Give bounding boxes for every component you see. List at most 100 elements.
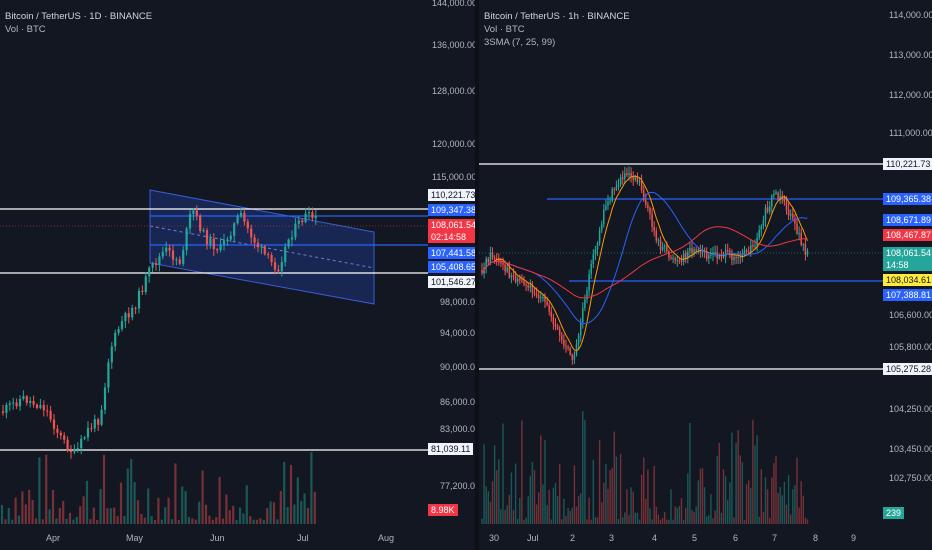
- hourly-volume-bar: [594, 517, 597, 524]
- hourly-candle-body: [752, 245, 754, 247]
- hourly-candle-body: [607, 201, 609, 206]
- hourly-candle-body: [647, 204, 649, 209]
- daily-volume-bar: [157, 497, 160, 524]
- hourly-candle-body: [745, 250, 748, 252]
- daily-level-tag: 105,408.65: [428, 261, 475, 273]
- hourly-axis-day: 9: [851, 533, 857, 543]
- daily-level-tag: 109,347.38: [428, 204, 475, 216]
- hourly-volume-bar: [538, 492, 540, 524]
- daily-volume-bar: [283, 461, 286, 524]
- hourly-volume-bar: [548, 489, 550, 524]
- hourly-candle-body: [697, 249, 700, 251]
- daily-axis-price: 83,000.00: [440, 424, 475, 434]
- daily-bar-countdown: 02:14:58: [431, 232, 467, 242]
- daily-volume-bar: [225, 494, 228, 524]
- hourly-volume-bar: [756, 435, 758, 524]
- daily-volume-bar: [259, 518, 262, 524]
- hourly-candle-body: [584, 299, 586, 309]
- hourly-volume-bar: [680, 498, 683, 524]
- hourly-volume-bar: [617, 518, 620, 524]
- hourly-volume-bar: [777, 493, 779, 524]
- daily-axis-price: 77,200.00: [440, 481, 475, 491]
- hourly-candle-body: [550, 311, 553, 318]
- daily-volume-bar: [24, 504, 27, 524]
- daily-chart-pane[interactable]: Bitcoin / TetherUS · 1D · BINANCE Vol · …: [0, 0, 475, 550]
- hourly-volume-bar: [502, 423, 504, 524]
- hourly-volume-bar: [748, 480, 750, 524]
- daily-chart-title[interactable]: Bitcoin / TetherUS · 1D · BINANCE: [5, 11, 153, 22]
- daily-volume-bar: [245, 485, 248, 524]
- hourly-candle-body: [638, 180, 641, 183]
- hourly-candle-body: [779, 195, 781, 199]
- hourly-candle-body: [512, 275, 515, 277]
- hourly-volume-bar: [741, 462, 744, 524]
- daily-candle-body: [229, 235, 232, 240]
- hourly-volume-bar: [619, 453, 622, 524]
- hourly-volume-bar: [762, 511, 765, 524]
- hourly-chart-title[interactable]: Bitcoin / TetherUS · 1h · BINANCE: [484, 11, 630, 22]
- daily-candle-body: [114, 332, 117, 347]
- daily-candle-body: [42, 405, 45, 411]
- hourly-volume-bar: [582, 411, 584, 524]
- hourly-candle-body: [577, 335, 580, 345]
- hourly-candle-body: [619, 177, 622, 185]
- hourly-chart-pane[interactable]: Bitcoin / TetherUS · 1h · BINANCE Vol · …: [479, 0, 932, 550]
- daily-volume-bar: [4, 519, 7, 524]
- hourly-candle-body: [678, 260, 681, 262]
- hourly-volume-label[interactable]: Vol · BTC: [484, 24, 525, 35]
- daily-candle-body: [154, 263, 158, 265]
- daily-candle-body: [76, 448, 79, 450]
- daily-volume-bar: [303, 493, 306, 524]
- hourly-volume-bar: [699, 468, 702, 524]
- hourly-volume-bar: [798, 507, 800, 524]
- daily-axis-price: 90,000.00: [440, 362, 475, 372]
- hourly-candle-body: [571, 354, 574, 360]
- hourly-axis-day: 7: [772, 533, 778, 543]
- daily-volume-bar: [75, 516, 78, 524]
- hourly-axis-day: 4: [652, 533, 658, 543]
- daily-candle-body: [110, 346, 113, 363]
- hourly-candle-body: [802, 244, 805, 246]
- daily-candle-body: [103, 387, 107, 410]
- hourly-candle-body: [500, 262, 502, 264]
- daily-chart-canvas[interactable]: [0, 0, 475, 550]
- daily-volume-bar: [232, 505, 235, 524]
- pane-divider[interactable]: [475, 0, 479, 550]
- daily-candle-body: [246, 221, 249, 229]
- hourly-candle-body: [588, 274, 590, 291]
- hourly-candle-body: [737, 257, 739, 259]
- daily-volume-bar: [255, 519, 259, 524]
- hourly-candle-body: [552, 317, 555, 325]
- hourly-axis-price: 113,000.00: [889, 50, 932, 60]
- hourly-candle-body: [760, 226, 763, 231]
- hourly-volume-bar: [678, 506, 681, 524]
- sma-indicator-label[interactable]: 3SMA (7, 25, 99): [484, 37, 556, 48]
- hourly-candle-body: [498, 259, 500, 263]
- daily-axis-price: 144,000.00: [432, 0, 475, 8]
- hourly-volume-bar: [647, 469, 649, 524]
- daily-candle-body: [83, 437, 86, 439]
- hourly-sma-mid: [481, 191, 808, 325]
- hourly-volume-bar: [750, 487, 752, 524]
- daily-candle-body: [182, 250, 185, 264]
- daily-volume-label[interactable]: Vol · BTC: [5, 24, 46, 35]
- hourly-chart-canvas[interactable]: [479, 0, 932, 550]
- daily-candle-body: [304, 213, 307, 223]
- hourly-volume-bar: [491, 481, 494, 524]
- daily-volume-bar: [181, 486, 184, 524]
- hourly-volume-bar: [638, 519, 641, 524]
- hourly-candle-body: [525, 284, 527, 286]
- hourly-volume-bar: [544, 440, 546, 524]
- hourly-volume-bar: [724, 476, 727, 524]
- hourly-volume-bar: [701, 468, 704, 524]
- hourly-volume-bar: [714, 510, 716, 524]
- hourly-candle-body: [666, 245, 668, 252]
- daily-candle-body: [56, 428, 59, 433]
- hourly-volume-bar: [556, 495, 559, 524]
- daily-candle-body: [199, 215, 202, 232]
- hourly-volume-bar: [592, 459, 594, 524]
- daily-volume-bar: [62, 500, 65, 524]
- hourly-candle-body: [615, 186, 618, 190]
- hourly-volume-bar: [668, 519, 670, 524]
- hourly-candle-body: [659, 239, 662, 250]
